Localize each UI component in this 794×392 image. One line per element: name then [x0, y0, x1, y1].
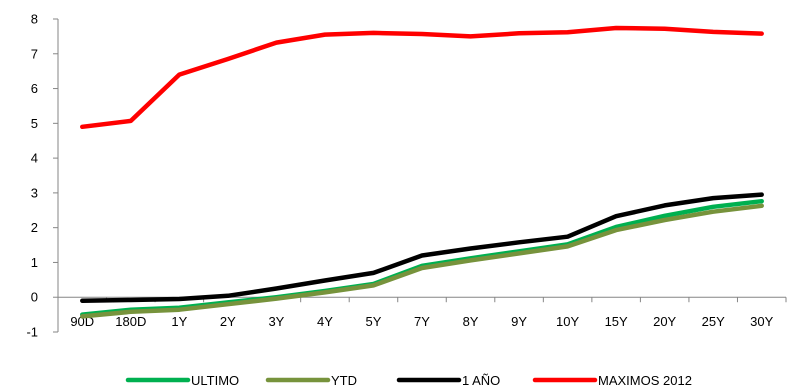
x-tick-label: 4Y [317, 314, 333, 329]
x-tick-label: 180D [115, 314, 146, 329]
x-tick-label: 1Y [171, 314, 187, 329]
legend: ULTIMO YTD 1 AÑO MAXIMOS 2012 [125, 373, 692, 388]
series-line-4 [80, 25, 764, 130]
x-tick-label: 3Y [268, 314, 284, 329]
series-line-3 [80, 192, 764, 303]
y-tick-label: 7 [31, 46, 38, 61]
x-tick-label: 20Y [653, 314, 676, 329]
x-tick-label: 15Y [605, 314, 628, 329]
y-tick-label: 5 [31, 116, 38, 131]
y-tick-label: 3 [31, 185, 38, 200]
x-tick-label: 7Y [414, 314, 430, 329]
x-tick-label: 25Y [702, 314, 725, 329]
y-tick-label: 4 [31, 151, 38, 166]
x-tick-label: 8Y [463, 314, 479, 329]
legend-label: MAXIMOS 2012 [598, 373, 692, 388]
y-tick-label: 1 [31, 255, 38, 270]
x-tick-label: 9Y [511, 314, 527, 329]
x-tick-label: 10Y [556, 314, 579, 329]
x-tick-label: 5Y [366, 314, 382, 329]
legend-label: 1 AÑO [462, 373, 500, 388]
y-tick-label: 6 [31, 81, 38, 96]
y-tick-label: 0 [31, 290, 38, 305]
y-axis: -1 0 1 2 3 4 5 6 7 8 [26, 12, 59, 340]
y-tick-label: -1 [26, 325, 38, 340]
y-tick-label: 8 [31, 12, 38, 27]
x-axis: 90D 180D 1Y 2Y 3Y 4Y 5Y 7Y 8Y 9Y 10Y 15Y 20Y 25Y 30Y [57, 296, 787, 329]
series-line-2 [80, 203, 764, 319]
legend-label: YTD [331, 373, 357, 388]
x-tick-label: 2Y [220, 314, 236, 329]
y-tick-label: 2 [31, 220, 38, 235]
x-tick-label: 30Y [750, 314, 773, 329]
series-lines [80, 25, 764, 319]
legend-label: ULTIMO [191, 373, 239, 388]
